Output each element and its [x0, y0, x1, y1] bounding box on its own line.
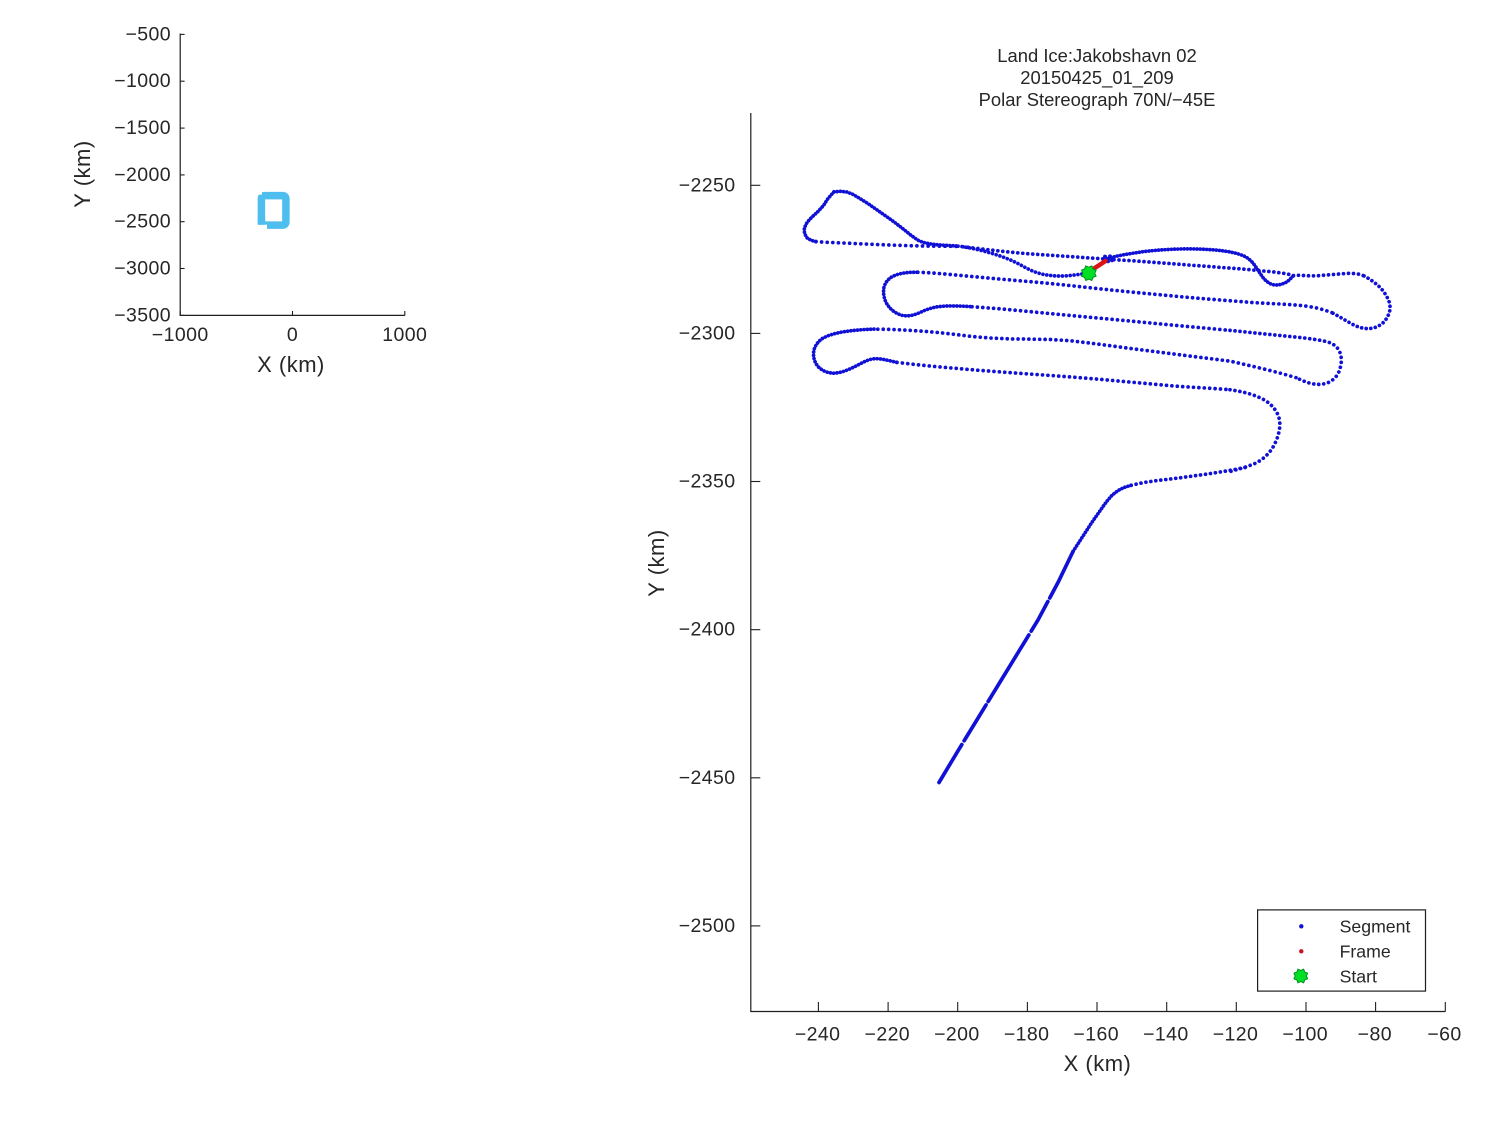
svg-text:−1500: −1500 — [114, 117, 171, 139]
svg-text:Land Ice:Jakobshavn 02: Land Ice:Jakobshavn 02 — [997, 45, 1196, 66]
svg-text:−160: −160 — [1073, 1024, 1119, 1046]
svg-text:X (km): X (km) — [257, 352, 325, 377]
svg-text:−2250: −2250 — [679, 174, 736, 196]
svg-text:Frame: Frame — [1340, 941, 1391, 961]
svg-text:−500: −500 — [125, 23, 171, 45]
svg-text:Polar Stereograph 70N/−45E: Polar Stereograph 70N/−45E — [979, 89, 1216, 110]
svg-text:Y (km): Y (km) — [644, 529, 669, 596]
svg-text:Segment: Segment — [1340, 916, 1411, 936]
svg-text:−2400: −2400 — [679, 619, 736, 641]
svg-text:20150425_01_209: 20150425_01_209 — [1020, 67, 1173, 89]
svg-text:−2000: −2000 — [114, 164, 171, 186]
svg-text:−1000: −1000 — [152, 324, 209, 346]
svg-text:0: 0 — [287, 324, 298, 346]
svg-text:−2450: −2450 — [679, 767, 736, 789]
svg-text:−200: −200 — [934, 1024, 980, 1046]
svg-text:Y (km): Y (km) — [70, 140, 95, 207]
svg-text:Start: Start — [1340, 966, 1377, 986]
svg-text:−2350: −2350 — [679, 471, 736, 493]
svg-text:−2500: −2500 — [114, 211, 171, 233]
svg-text:−2500: −2500 — [679, 915, 736, 937]
svg-text:−180: −180 — [1004, 1024, 1050, 1046]
svg-text:−1000: −1000 — [114, 70, 171, 92]
svg-text:−60: −60 — [1427, 1024, 1461, 1046]
svg-text:−3000: −3000 — [114, 258, 171, 280]
svg-text:−80: −80 — [1358, 1024, 1392, 1046]
svg-text:X (km): X (km) — [1064, 1051, 1132, 1076]
svg-text:−2300: −2300 — [679, 322, 736, 344]
svg-text:1000: 1000 — [382, 324, 427, 346]
svg-text:−240: −240 — [795, 1024, 841, 1046]
svg-text:−120: −120 — [1213, 1024, 1259, 1046]
svg-text:−220: −220 — [865, 1024, 911, 1046]
svg-text:−140: −140 — [1143, 1024, 1189, 1046]
svg-text:−100: −100 — [1282, 1024, 1328, 1046]
svg-text:−3500: −3500 — [114, 304, 171, 326]
